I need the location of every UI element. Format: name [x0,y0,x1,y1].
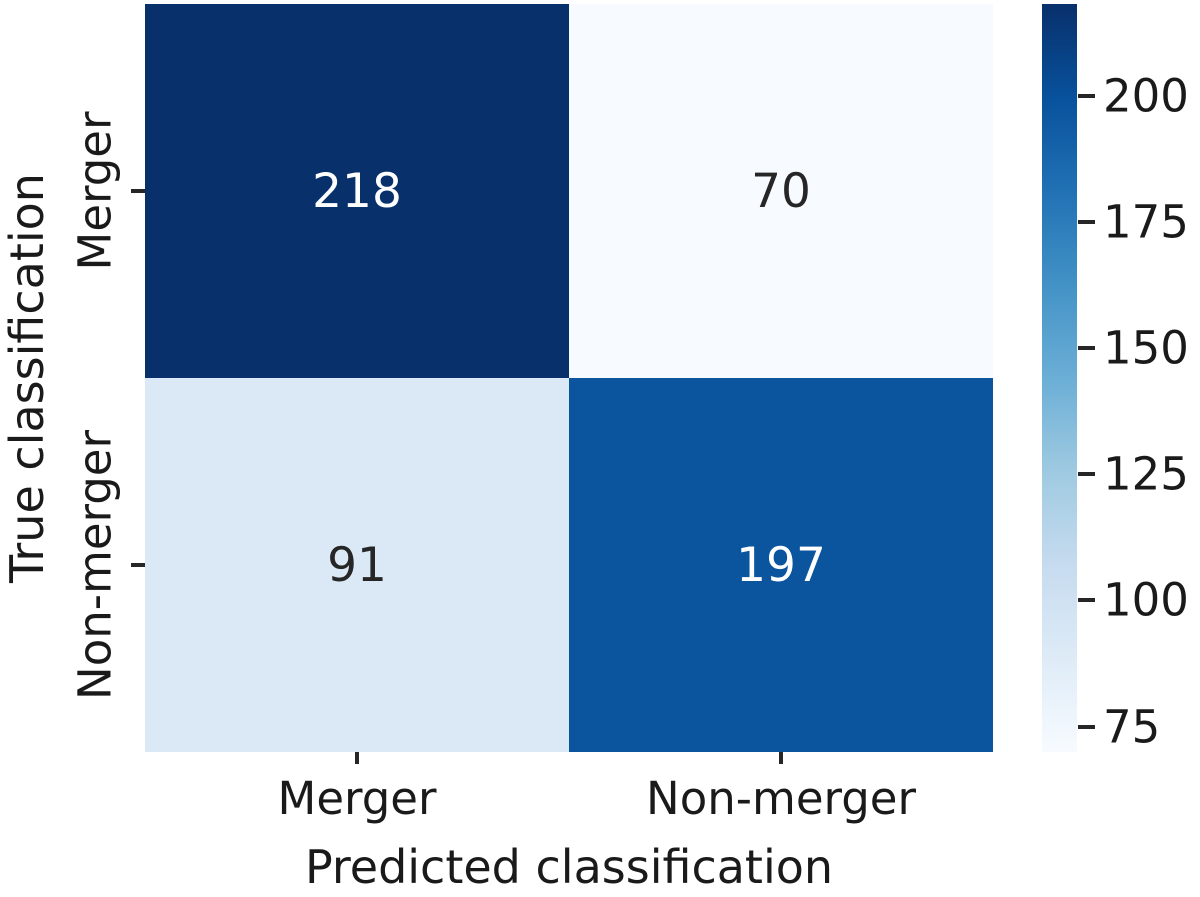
colorbar-gradient [1042,4,1077,752]
y-tick-nonmerger [131,563,145,567]
colorbar-tick-100 [1078,598,1095,602]
colorbar-tick-200 [1078,94,1095,98]
heatmap-grid: 218 70 91 197 [145,4,993,752]
cell-nonmerger-merger: 91 [145,378,569,752]
colorbar-tick-150 [1078,346,1095,350]
cell-merger-nonmerger: 70 [569,4,993,378]
colorbar-tick-label-125: 125 [1103,447,1189,501]
colorbar-tick-label-100: 100 [1103,573,1189,627]
cell-value: 70 [751,163,811,219]
colorbar-tick-175 [1078,220,1095,224]
x-tick-nonmerger [779,752,783,764]
colorbar-tick-label-150: 150 [1103,321,1189,375]
cell-nonmerger-nonmerger: 197 [569,378,993,752]
colorbar-tick-label-75: 75 [1103,700,1161,754]
cell-merger-merger: 218 [145,4,569,378]
x-tick-label-nonmerger: Non-merger [646,772,916,825]
cell-value: 91 [327,537,387,593]
x-tick-label-merger: Merger [277,772,437,825]
x-tick-merger [355,752,359,764]
cell-value: 218 [312,163,402,219]
colorbar-tick-75 [1078,725,1095,729]
y-tick-label-nonmerger: Non-merger [68,430,122,700]
cell-value: 197 [736,537,826,593]
colorbar-tick-label-200: 200 [1103,69,1189,123]
colorbar-tick-label-175: 175 [1103,195,1189,249]
y-axis-label: True classification [0,173,54,583]
colorbar-tick-125 [1078,472,1095,476]
y-tick-label-merger: Merger [68,111,122,271]
x-axis-label: Predicted classification [304,840,834,894]
y-tick-merger [131,189,145,193]
